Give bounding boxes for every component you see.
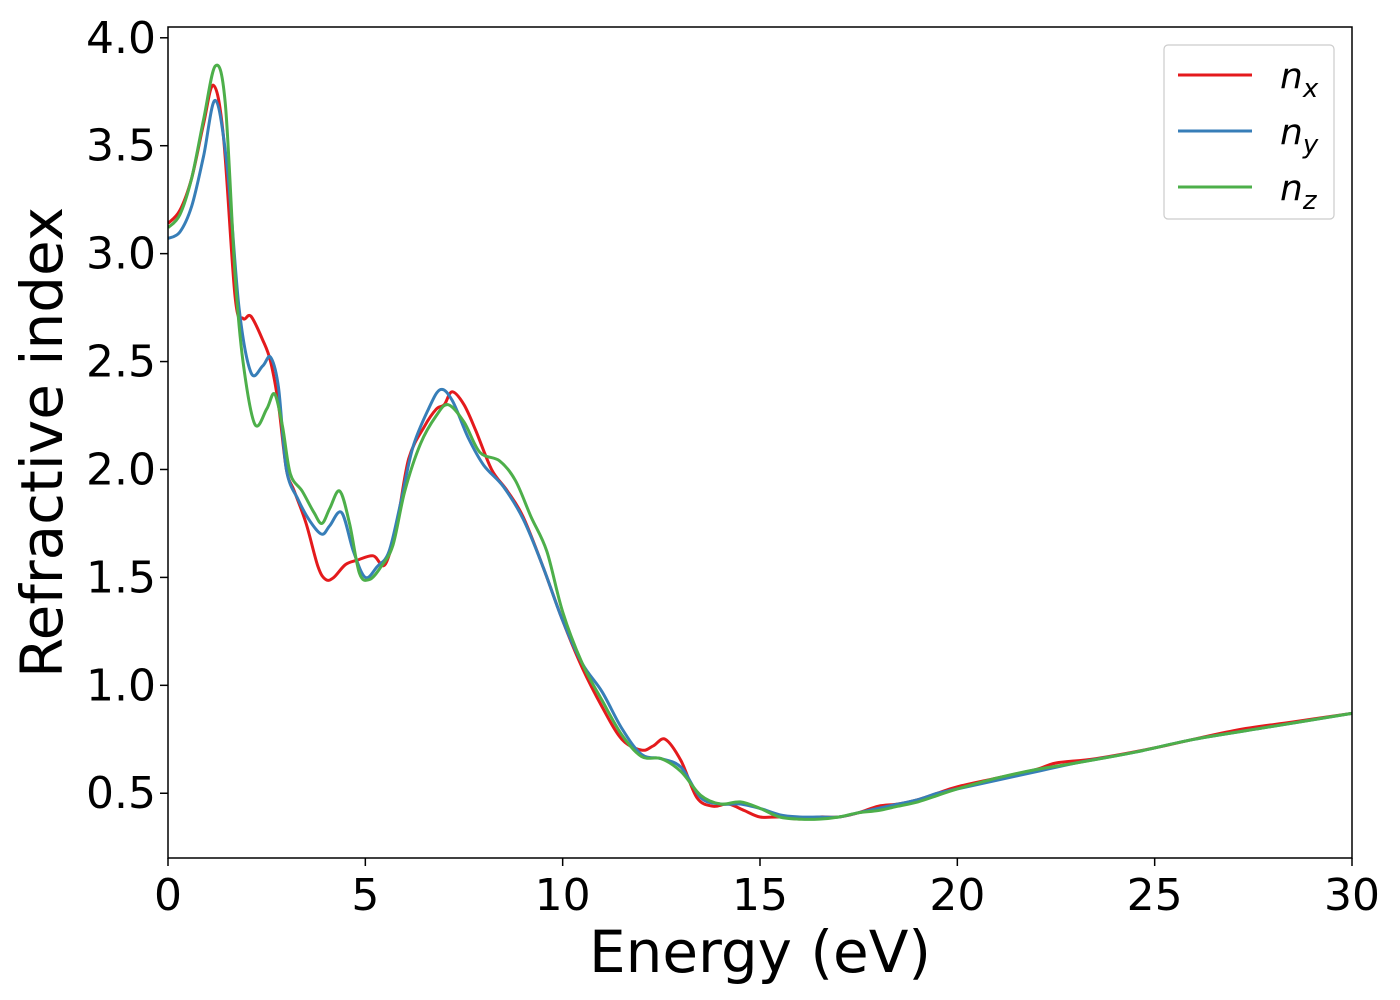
x-axis-title: Energy (eV): [589, 918, 931, 986]
y-tick-label: 2.5: [86, 337, 156, 388]
legend-label-x: nx: [1280, 56, 1319, 104]
y-tick-label: 4.0: [86, 13, 156, 64]
series-line-n-y: [168, 98, 1352, 819]
y-tick-label: 3.5: [86, 121, 156, 172]
x-tick-label: 5: [351, 870, 379, 921]
legend: nx ny nz: [1163, 44, 1335, 220]
x-tick-label: 20: [929, 870, 985, 921]
y-axis-ticks: 0.5 1.0 1.5 2.0 2.5 3.0 3.5 4.0: [86, 13, 168, 819]
x-tick-label: 15: [732, 870, 788, 921]
y-tick-label: 3.0: [86, 229, 156, 280]
legend-label-y: ny: [1280, 112, 1319, 160]
legend-label-z: nz: [1280, 168, 1318, 216]
x-tick-label: 30: [1324, 870, 1380, 921]
series-line-n-z: [168, 63, 1352, 821]
series-layer: [168, 63, 1352, 821]
y-tick-label: 1.5: [86, 552, 156, 603]
y-tick-label: 1.0: [86, 660, 156, 711]
x-axis-ticks: 0 5 10 15 20 25 30: [154, 858, 1380, 921]
x-tick-label: 10: [535, 870, 591, 921]
x-tick-label: 0: [154, 870, 182, 921]
x-tick-label: 25: [1127, 870, 1183, 921]
y-tick-label: 2.0: [86, 444, 156, 495]
y-tick-label: 0.5: [86, 768, 156, 819]
y-axis-title: Refractive index: [8, 207, 76, 678]
